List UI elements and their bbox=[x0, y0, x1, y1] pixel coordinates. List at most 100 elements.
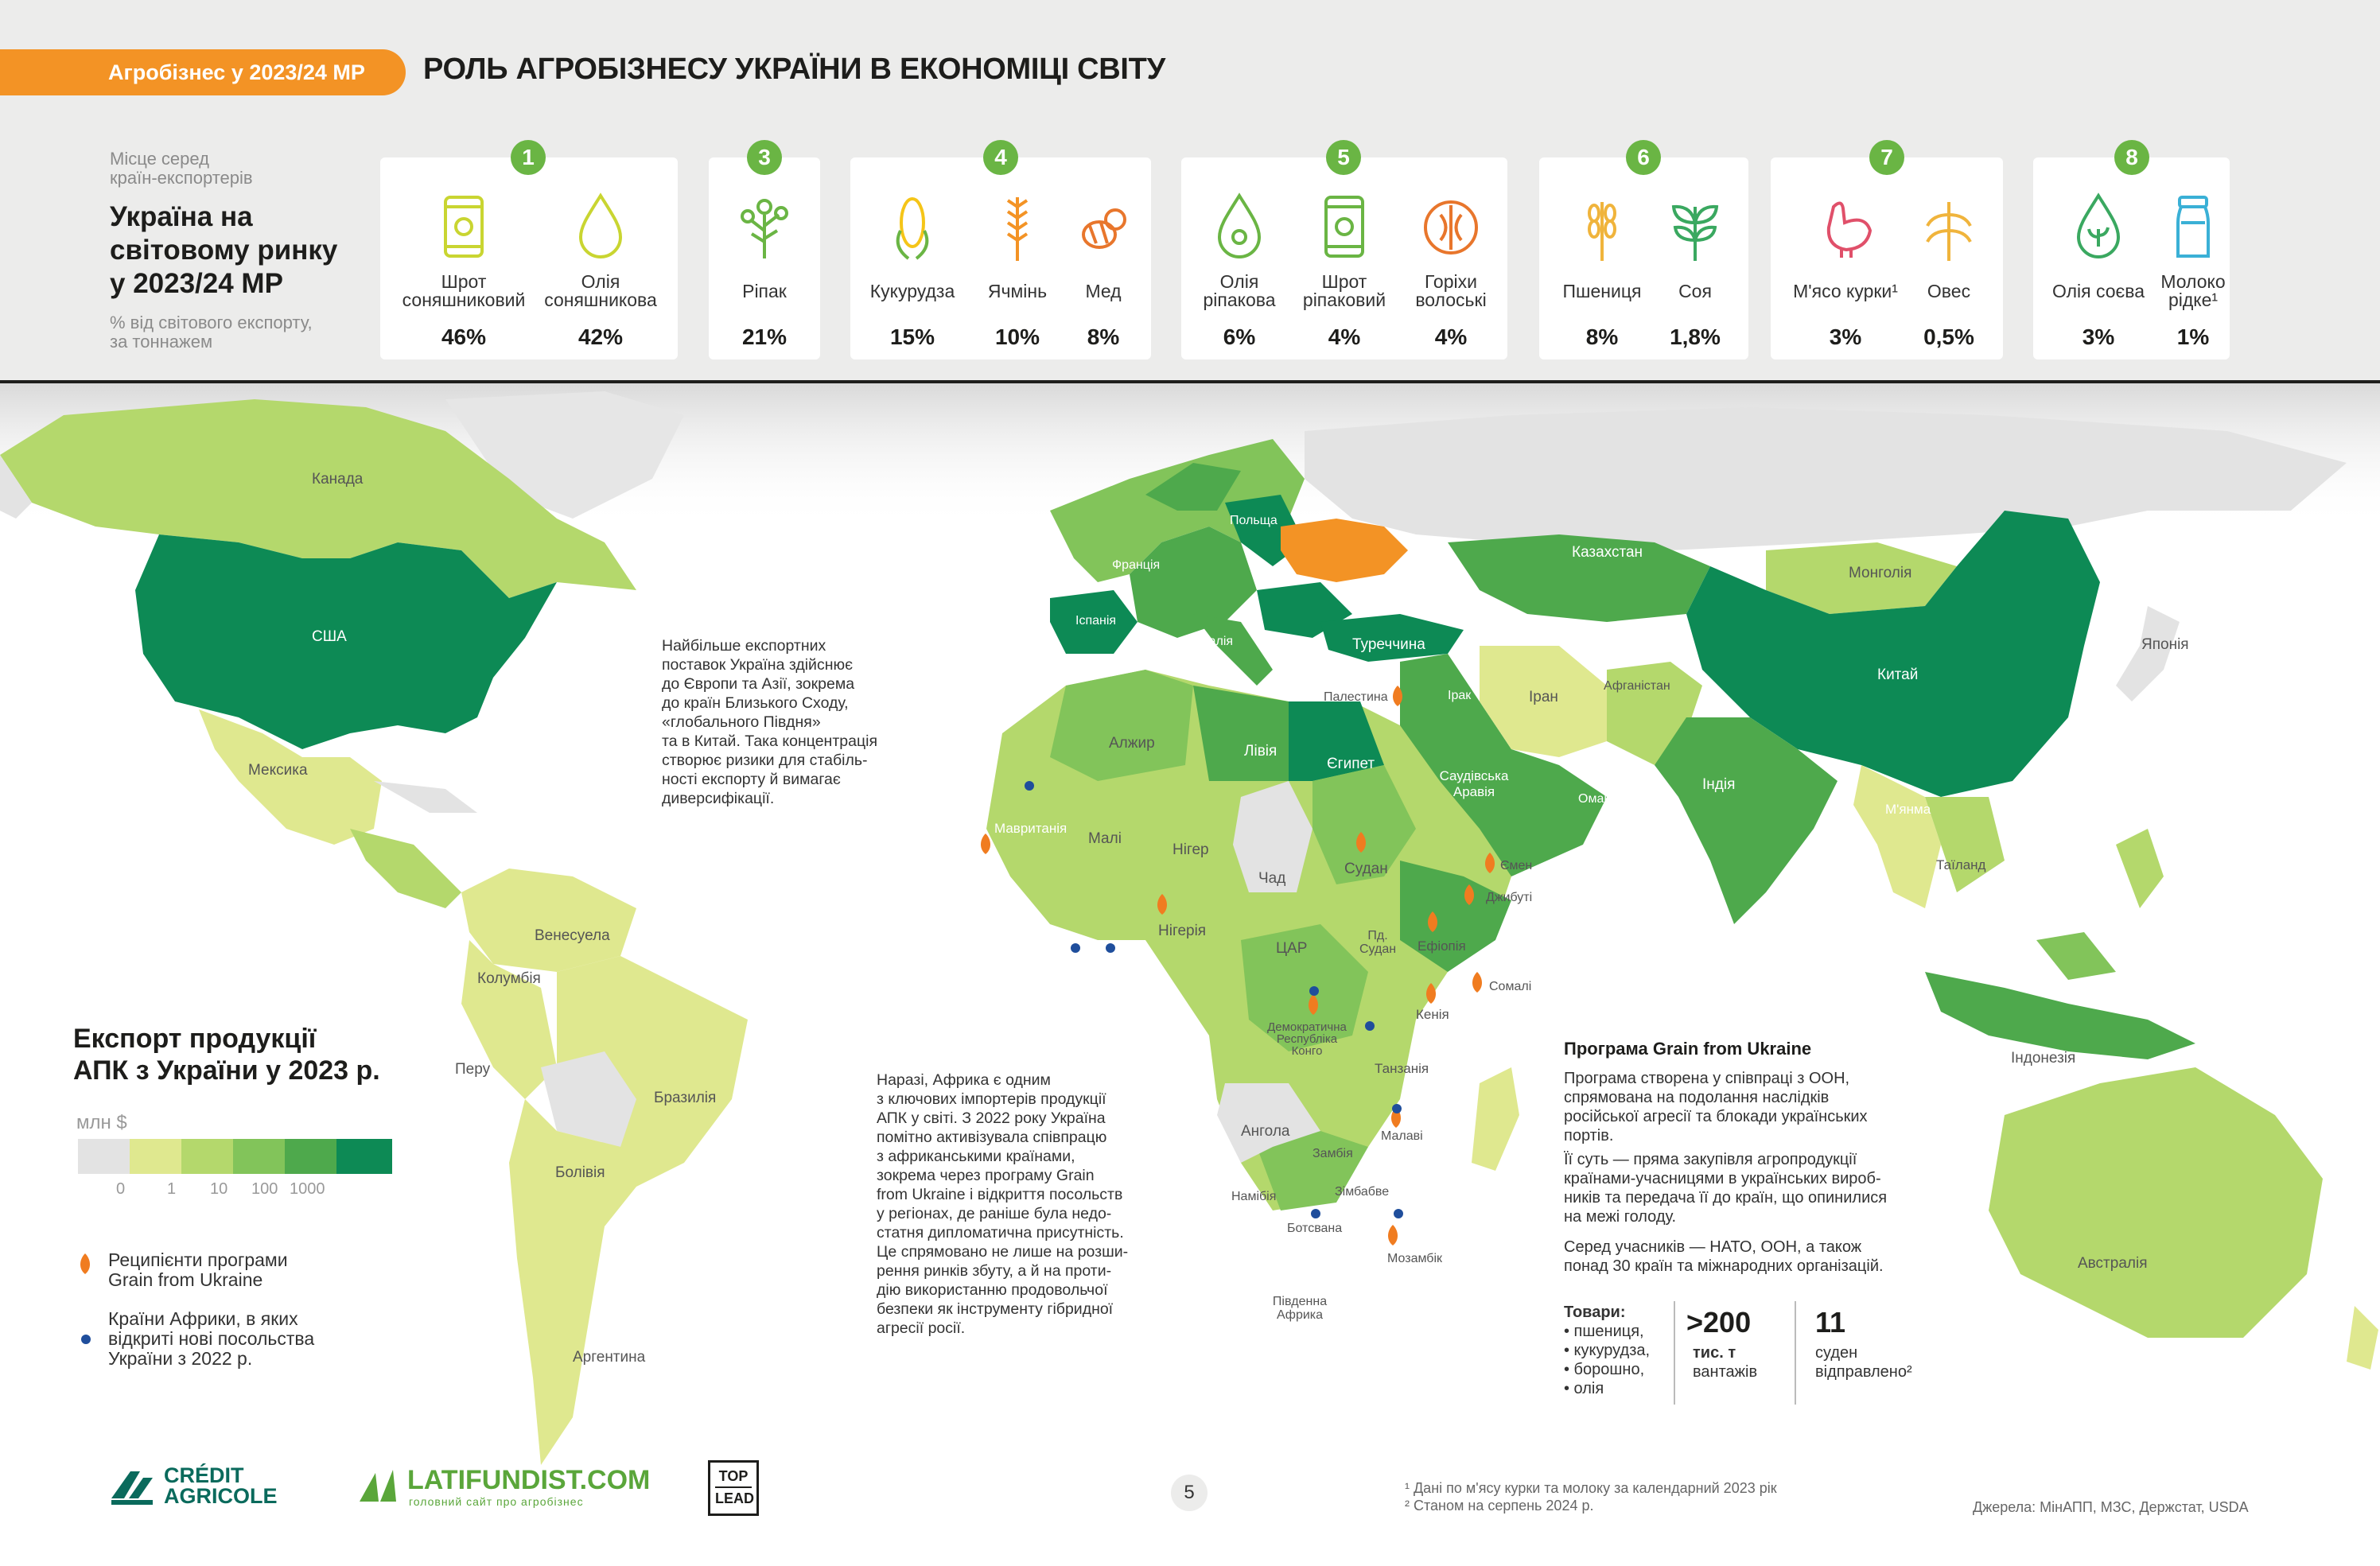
label-egypt: Єгипет bbox=[1327, 756, 1375, 772]
product-label: Кукурудза bbox=[869, 280, 955, 301]
note-line: «глобального Півдня» bbox=[662, 713, 821, 731]
walnut-icon bbox=[1424, 200, 1478, 255]
product-sunflower-oil: Олія соняшникова 42% bbox=[541, 191, 660, 350]
label-china: Китай bbox=[1877, 666, 1919, 683]
legend-title-line: Експорт продукції bbox=[73, 1024, 317, 1054]
product-share: 8% bbox=[1087, 324, 1120, 349]
note-line: до країн Близького Сходу, bbox=[662, 694, 849, 712]
legend-line: відкриті нові посольства bbox=[108, 1328, 315, 1349]
rank-badge: 4 bbox=[983, 140, 1018, 175]
legend-tick: 1000 bbox=[290, 1180, 325, 1198]
toplead-logo: TOP LEAD bbox=[708, 1460, 759, 1516]
intro-note-line: % від світового експорту, bbox=[110, 313, 313, 332]
product-soy: Соя 1,8% bbox=[1635, 191, 1755, 350]
label-somalia: Сомалі bbox=[1489, 980, 1532, 993]
stat-cargo-unit: тис. т bbox=[1693, 1344, 1736, 1362]
goods-item: • пшениця, bbox=[1564, 1323, 1644, 1340]
chicken-icon bbox=[1826, 201, 1872, 258]
footnote: ² Станом на серпень 2024 р. bbox=[1405, 1498, 1594, 1514]
goods-title: Товари: bbox=[1564, 1304, 1626, 1321]
label-sudan: Судан bbox=[1344, 861, 1388, 877]
label-myanmar: М'янма bbox=[1885, 802, 1931, 817]
label-turkey: Туреччина bbox=[1352, 636, 1425, 653]
label-saudi-arabia: Саудівська Аравія bbox=[1439, 768, 1509, 799]
label-japan: Японія bbox=[2141, 636, 2189, 653]
product-share: 0,5% bbox=[1923, 324, 1974, 349]
product-label: ріпаковий bbox=[1302, 289, 1386, 310]
note-line: диверсифікації. bbox=[662, 790, 775, 807]
note-line: from Ukraine і відкриття посольств bbox=[877, 1186, 1123, 1203]
grain-marker-icon bbox=[1388, 1225, 1398, 1245]
label-tanzania: Танзанія bbox=[1375, 1061, 1429, 1076]
rank-card-7 bbox=[1771, 157, 2003, 359]
label-kazakhstan: Казахстан bbox=[1572, 544, 1643, 561]
rank-caption-line: Місце серед bbox=[110, 149, 209, 169]
label-mauritania: Мавританія bbox=[994, 821, 1068, 836]
label-mexico: Мексика bbox=[248, 762, 308, 779]
product-label: ріпакова bbox=[1203, 289, 1276, 310]
rank-badge: 7 bbox=[1869, 140, 1904, 175]
product-corn: Кукурудза 15% bbox=[853, 191, 972, 350]
product-label: рідке¹ bbox=[2168, 289, 2219, 310]
legend-title: Експорт продукції АПК з України у 2023 р… bbox=[73, 1023, 380, 1086]
grain-marker-icon bbox=[1472, 972, 1482, 993]
legend-tick: 100 bbox=[251, 1180, 278, 1198]
note-line: помітно активізувала співпрацю bbox=[877, 1129, 1107, 1146]
bee-icon bbox=[1082, 208, 1126, 249]
rank-caption: Місце серед країн-експортерів bbox=[110, 150, 253, 188]
embassy-dot bbox=[1365, 1021, 1375, 1031]
note-line: та в Китай. Така концентрація bbox=[662, 732, 878, 750]
label-kenya: Кенія bbox=[1416, 1007, 1449, 1022]
product-label: соняшниковий bbox=[402, 289, 526, 310]
label-south-africa: Південна Африка bbox=[1272, 1295, 1328, 1322]
label-argentina: Аргентина bbox=[573, 1349, 646, 1366]
stat-cargo-value: >200 bbox=[1686, 1306, 1752, 1339]
product-share: 1% bbox=[2176, 324, 2210, 349]
legend-line: Реципієнти програми bbox=[108, 1249, 288, 1270]
product-label: Ячмінь bbox=[987, 280, 1048, 301]
scale-swatch bbox=[285, 1139, 336, 1174]
product-rapeseed-oil: Олія ріпакова 6% bbox=[1180, 191, 1299, 350]
program-line: Серед учасників — НАТО, ООН, а також bbox=[1564, 1238, 1862, 1256]
product-share: 15% bbox=[889, 324, 935, 349]
label-car: ЦАР bbox=[1276, 940, 1308, 957]
product-label: Овес bbox=[1927, 280, 1971, 301]
legend-line: Grain from Ukraine bbox=[108, 1269, 263, 1290]
latifundist-icon bbox=[360, 1470, 396, 1502]
rank-card-8 bbox=[2033, 157, 2230, 359]
product-sunflower-meal: Шрот соняшниковий 46% bbox=[402, 191, 526, 350]
label-ethiopia: Ефіопія bbox=[1418, 938, 1466, 954]
label-brazil: Бразилія bbox=[654, 1090, 717, 1106]
goods-list: Товари: • пшениця, • кукурудза, • борошн… bbox=[1564, 1303, 1650, 1398]
label-angola: Ангола bbox=[1241, 1123, 1290, 1140]
label-venezuela: Венесуела bbox=[535, 927, 610, 944]
note-line: рення ринків збуту, а й на проти- bbox=[877, 1262, 1112, 1280]
label-drc: Демократична Республіка Конго bbox=[1267, 1020, 1347, 1058]
label-zimbabwe: Зімбабве bbox=[1335, 1185, 1390, 1199]
product-share: 21% bbox=[741, 324, 788, 349]
label-djibouti: Джибуті bbox=[1486, 891, 1533, 904]
note-line: зокрема через програму Grain bbox=[877, 1167, 1095, 1184]
embassy-dot bbox=[1025, 781, 1034, 791]
grain-program-p1: Програма створена у співпраці з ООН, спр… bbox=[1564, 1069, 1868, 1145]
product-walnuts: Горіхи волоські 4% bbox=[1391, 191, 1511, 350]
program-line: на межі голоду. bbox=[1564, 1208, 1677, 1226]
grain-marker-icon bbox=[1485, 853, 1495, 873]
grain-marker-icon bbox=[1356, 832, 1366, 853]
label-thailand: Таїланд bbox=[1936, 857, 1986, 872]
label-bolivia: Болівія bbox=[555, 1164, 605, 1181]
program-line: портів. bbox=[1564, 1127, 1614, 1144]
label-iran: Іран bbox=[1529, 689, 1558, 705]
page-title: РОЛЬ АГРОБІЗНЕСУ УКРАЇНИ В ЕКОНОМІЦІ СВІ… bbox=[423, 52, 1165, 86]
label-mongolia: Монголія bbox=[1849, 565, 1912, 581]
note-line: Найбільше експортних bbox=[662, 637, 826, 655]
rank-card-6 bbox=[1539, 157, 1748, 359]
product-label: М'ясо курки¹ bbox=[1793, 280, 1898, 301]
page-number: 5 bbox=[1171, 1475, 1208, 1511]
rank-card-1 bbox=[380, 157, 678, 359]
soy-icon bbox=[1671, 204, 1719, 261]
intro-title-line: Україна на bbox=[110, 201, 253, 232]
label-canada: Канада bbox=[312, 471, 364, 488]
grain-marker-icon bbox=[1393, 686, 1402, 706]
scale-swatch bbox=[336, 1139, 392, 1174]
